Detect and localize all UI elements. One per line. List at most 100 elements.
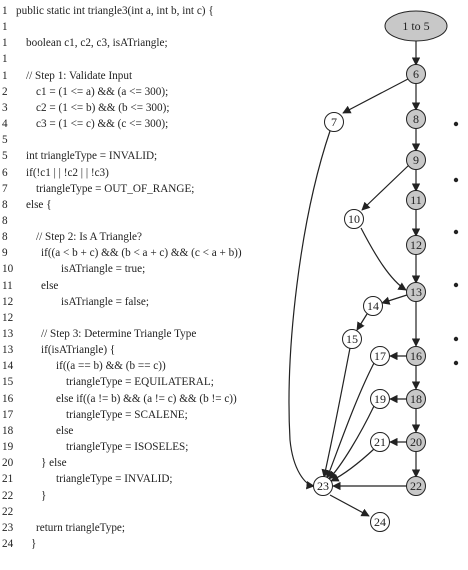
bullet-marker: [453, 360, 459, 366]
code-text: triangleType = OUT_OF_RANGE;: [36, 182, 195, 195]
code-text: public static int triangle3(int a, int b…: [16, 5, 214, 17]
node-label: 9: [413, 153, 419, 167]
code-text: isATriangle = false;: [61, 295, 149, 308]
code-text: if((a < b + c) && (b < a + c) && (c < a …: [41, 247, 242, 260]
node-shape: [344, 209, 364, 229]
node-label: 18: [410, 392, 422, 406]
node-shape: [406, 235, 426, 255]
line-number: 6: [2, 166, 8, 179]
node-label: 8: [413, 112, 419, 126]
node-label: 21: [374, 435, 386, 449]
bullet-marker: [453, 282, 459, 288]
line-number: 17: [2, 408, 14, 421]
edge-23-24: [329, 494, 370, 517]
code-text: else if((a != b) && (a != c) && (b != c)…: [56, 392, 237, 405]
node-1to5: 1 to 5: [384, 10, 448, 42]
code-text: // Step 2: Is A Triangle?: [36, 231, 142, 244]
node-14: 14: [363, 296, 383, 316]
node-label: 19: [374, 392, 386, 406]
line-number: 2: [2, 85, 8, 98]
line-number: 14: [2, 360, 14, 373]
node-shape: [370, 389, 390, 409]
line-number: 3: [2, 101, 8, 114]
code-text: c2 = (1 <= b) && (b <= 300);: [36, 101, 170, 114]
node-label: 15: [346, 332, 358, 346]
bullet-marker: [453, 177, 459, 183]
node-shape: [406, 64, 426, 84]
line-number: 8: [2, 214, 8, 227]
graph-edges: [288, 41, 421, 517]
node-20: 20: [406, 432, 426, 452]
node-6: 6: [406, 64, 426, 84]
code-text: int triangleType = INVALID;: [26, 150, 158, 163]
node-shape: [406, 476, 426, 496]
line-number: 1: [2, 69, 8, 82]
line-number: 23: [2, 521, 14, 534]
code-text: if(!c1 | | !c2 | | !c3): [26, 166, 109, 179]
line-number: 4: [2, 118, 8, 131]
source-code-listing: 1 public static int triangle3(int a, int …: [2, 5, 242, 550]
node-label: 12: [410, 238, 422, 252]
line-number: 1: [2, 5, 8, 17]
node-19: 19: [370, 389, 390, 409]
node-16: 16: [406, 346, 426, 366]
node-label: 1 to 5: [402, 19, 429, 33]
code-text: } else: [41, 457, 67, 470]
line-number: 12: [2, 311, 14, 324]
edge-15-23: [321, 347, 351, 478]
node-24: 24: [370, 512, 390, 532]
node-label: 13: [410, 285, 422, 299]
bullet-markers: [453, 121, 459, 366]
edge-7-23: [288, 130, 331, 490]
code-text: c1 = (1 <= a) && (a <= 300);: [36, 85, 169, 98]
line-number: 11: [2, 279, 13, 292]
node-label: 16: [410, 349, 422, 363]
node-label: 22: [410, 479, 422, 493]
node-shape: [370, 512, 390, 532]
node-label: 11: [410, 193, 422, 207]
edge-14-15: [356, 313, 368, 331]
line-number: 13: [2, 344, 14, 357]
node-shape: [406, 150, 426, 170]
line-number: 21: [2, 473, 14, 486]
node-17: 17: [370, 346, 390, 366]
code-text: else {: [26, 198, 52, 211]
node-shape: [406, 432, 426, 452]
line-number: 7: [2, 182, 8, 195]
line-number: 19: [2, 441, 14, 454]
line-number: 5: [2, 134, 8, 147]
code-text: if((a == b) && (b == c)): [56, 360, 166, 373]
code-text: triangleType = INVALID;: [56, 473, 173, 486]
node-7: 7: [324, 112, 344, 132]
node-shape: [406, 389, 426, 409]
code-text: triangleType = SCALENE;: [66, 408, 188, 421]
bullet-marker: [453, 336, 459, 342]
code-text: else: [41, 279, 59, 292]
node-label: 7: [331, 115, 337, 129]
line-number: 20: [2, 457, 14, 470]
node-shape: [324, 112, 344, 132]
node-15: 15: [342, 329, 362, 349]
code-text: else: [56, 424, 74, 437]
bullet-marker: [453, 229, 459, 235]
edge-10-13: [360, 227, 407, 291]
node-shape: [406, 190, 426, 210]
code-text: triangleType = EQUILATERAL;: [66, 376, 214, 389]
node-shape: [363, 296, 383, 316]
node-8: 8: [406, 109, 426, 129]
edge-6-7: [342, 78, 409, 114]
edge-21-23: [330, 448, 375, 482]
node-11: 11: [406, 190, 426, 210]
node-10: 10: [344, 209, 364, 229]
node-shape: [384, 10, 448, 42]
node-label: 20: [410, 435, 422, 449]
node-18: 18: [406, 389, 426, 409]
bullet-marker: [453, 121, 459, 127]
node-shape: [406, 346, 426, 366]
line-number: 22: [2, 505, 14, 518]
node-shape: [370, 346, 390, 366]
node-22: 22: [406, 476, 426, 496]
edge-9-10: [361, 164, 410, 211]
node-label: 14: [367, 299, 379, 313]
